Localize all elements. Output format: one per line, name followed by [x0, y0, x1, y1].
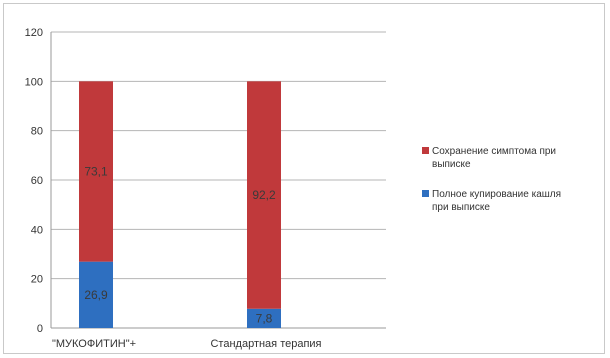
legend-label: Полное купирование кашля: [432, 189, 561, 200]
legend-label: при выписке: [432, 202, 490, 213]
legend-swatch: [422, 147, 429, 154]
y-tick-label: 100: [25, 76, 43, 88]
bar-segment: [247, 81, 281, 309]
legend-label: выписке: [432, 159, 471, 170]
data-label: 26,9: [84, 288, 108, 302]
bars: [79, 81, 281, 328]
bar-segment: [247, 308, 281, 328]
data-label: 92,2: [252, 188, 276, 202]
chart-frame: 0 20 40 60 80 100 120 26,9 73,1 7,8 92,2 "МУКОФИТ…: [3, 3, 605, 354]
y-axis: 0 20 40 60 80 100 120: [25, 27, 52, 335]
y-tick-label: 20: [31, 274, 43, 286]
legend-swatch: [422, 190, 429, 197]
stacked-bar-chart: 0 20 40 60 80 100 120 26,9 73,1 7,8 92,2 "МУКОФИТ…: [25, 27, 561, 350]
x-category-label: Стандартная терапия: [210, 338, 321, 350]
data-labels: 26,9 73,1 7,8 92,2: [84, 164, 276, 325]
y-tick-label: 60: [31, 175, 43, 187]
x-axis: "МУКОФИТИН"+ Стандартная терапия: [52, 338, 322, 350]
x-category-label: "МУКОФИТИН"+: [52, 338, 136, 350]
y-tick-label: 40: [31, 224, 43, 236]
bar-segment: [79, 81, 113, 262]
bar-segment: [79, 261, 113, 328]
data-label: 7,8: [256, 311, 273, 325]
y-tick-label: 120: [25, 27, 43, 39]
legend: Сохранение симптома при выписке Полное куп…: [422, 146, 561, 213]
legend-label: Сохранение симптома при: [432, 146, 556, 157]
data-label: 73,1: [84, 164, 108, 178]
y-tick-label: 0: [37, 323, 43, 335]
y-tick-label: 80: [31, 126, 43, 138]
